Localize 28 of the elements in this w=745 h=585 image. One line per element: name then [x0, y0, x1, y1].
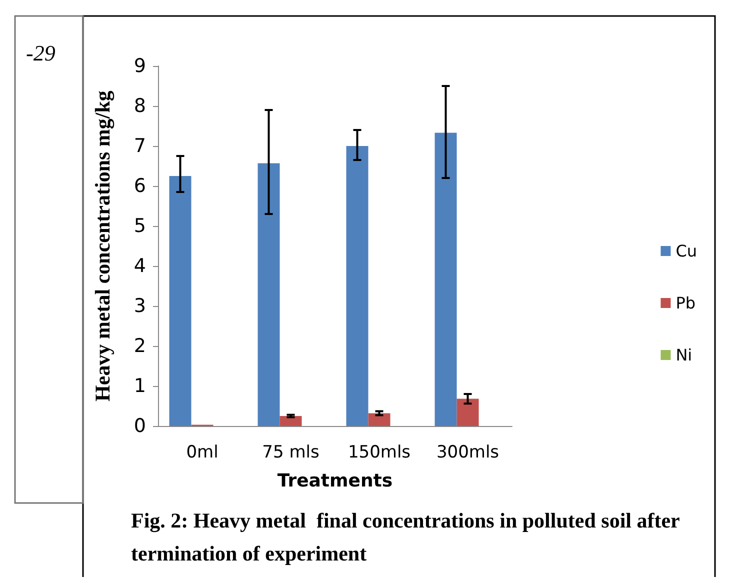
y-tick-label: 7: [134, 135, 146, 157]
y-tick-label: 0: [134, 415, 146, 437]
bar: [368, 413, 390, 426]
bar: [346, 146, 368, 426]
bar: [280, 416, 302, 426]
y-axis-title: Heavy metal concentrations mg/kg: [90, 90, 114, 402]
y-tick-label: 6: [134, 175, 146, 197]
text: -29: [26, 40, 56, 66]
x-axis-title: Treatments: [277, 470, 393, 492]
y-tick-label: 8: [134, 95, 146, 117]
bar: [169, 176, 192, 426]
legend-label: Ni: [676, 346, 692, 364]
bar: [258, 163, 280, 426]
y-tick-label: 3: [134, 295, 146, 317]
x-tick-label: 150mls: [348, 442, 411, 462]
bar: [456, 398, 479, 426]
text: Fig. 2: Heavy metal final concentrations in polluted soil after termination of experiment: [131, 508, 685, 566]
legend-label: Cu: [676, 242, 697, 260]
x-tick-label: 75 mls: [262, 442, 320, 462]
bar: [434, 132, 457, 426]
y-tick-label: 1: [134, 375, 146, 397]
y-tick-label: 5: [134, 215, 146, 237]
y-tick-label: 4: [134, 255, 146, 277]
legend-label: Pb: [676, 294, 696, 312]
x-tick-label: 300mls: [436, 442, 500, 462]
y-tick-label: 2: [134, 335, 146, 357]
x-tick-label: 0ml: [186, 442, 218, 462]
y-tick-label: 9: [134, 55, 146, 77]
